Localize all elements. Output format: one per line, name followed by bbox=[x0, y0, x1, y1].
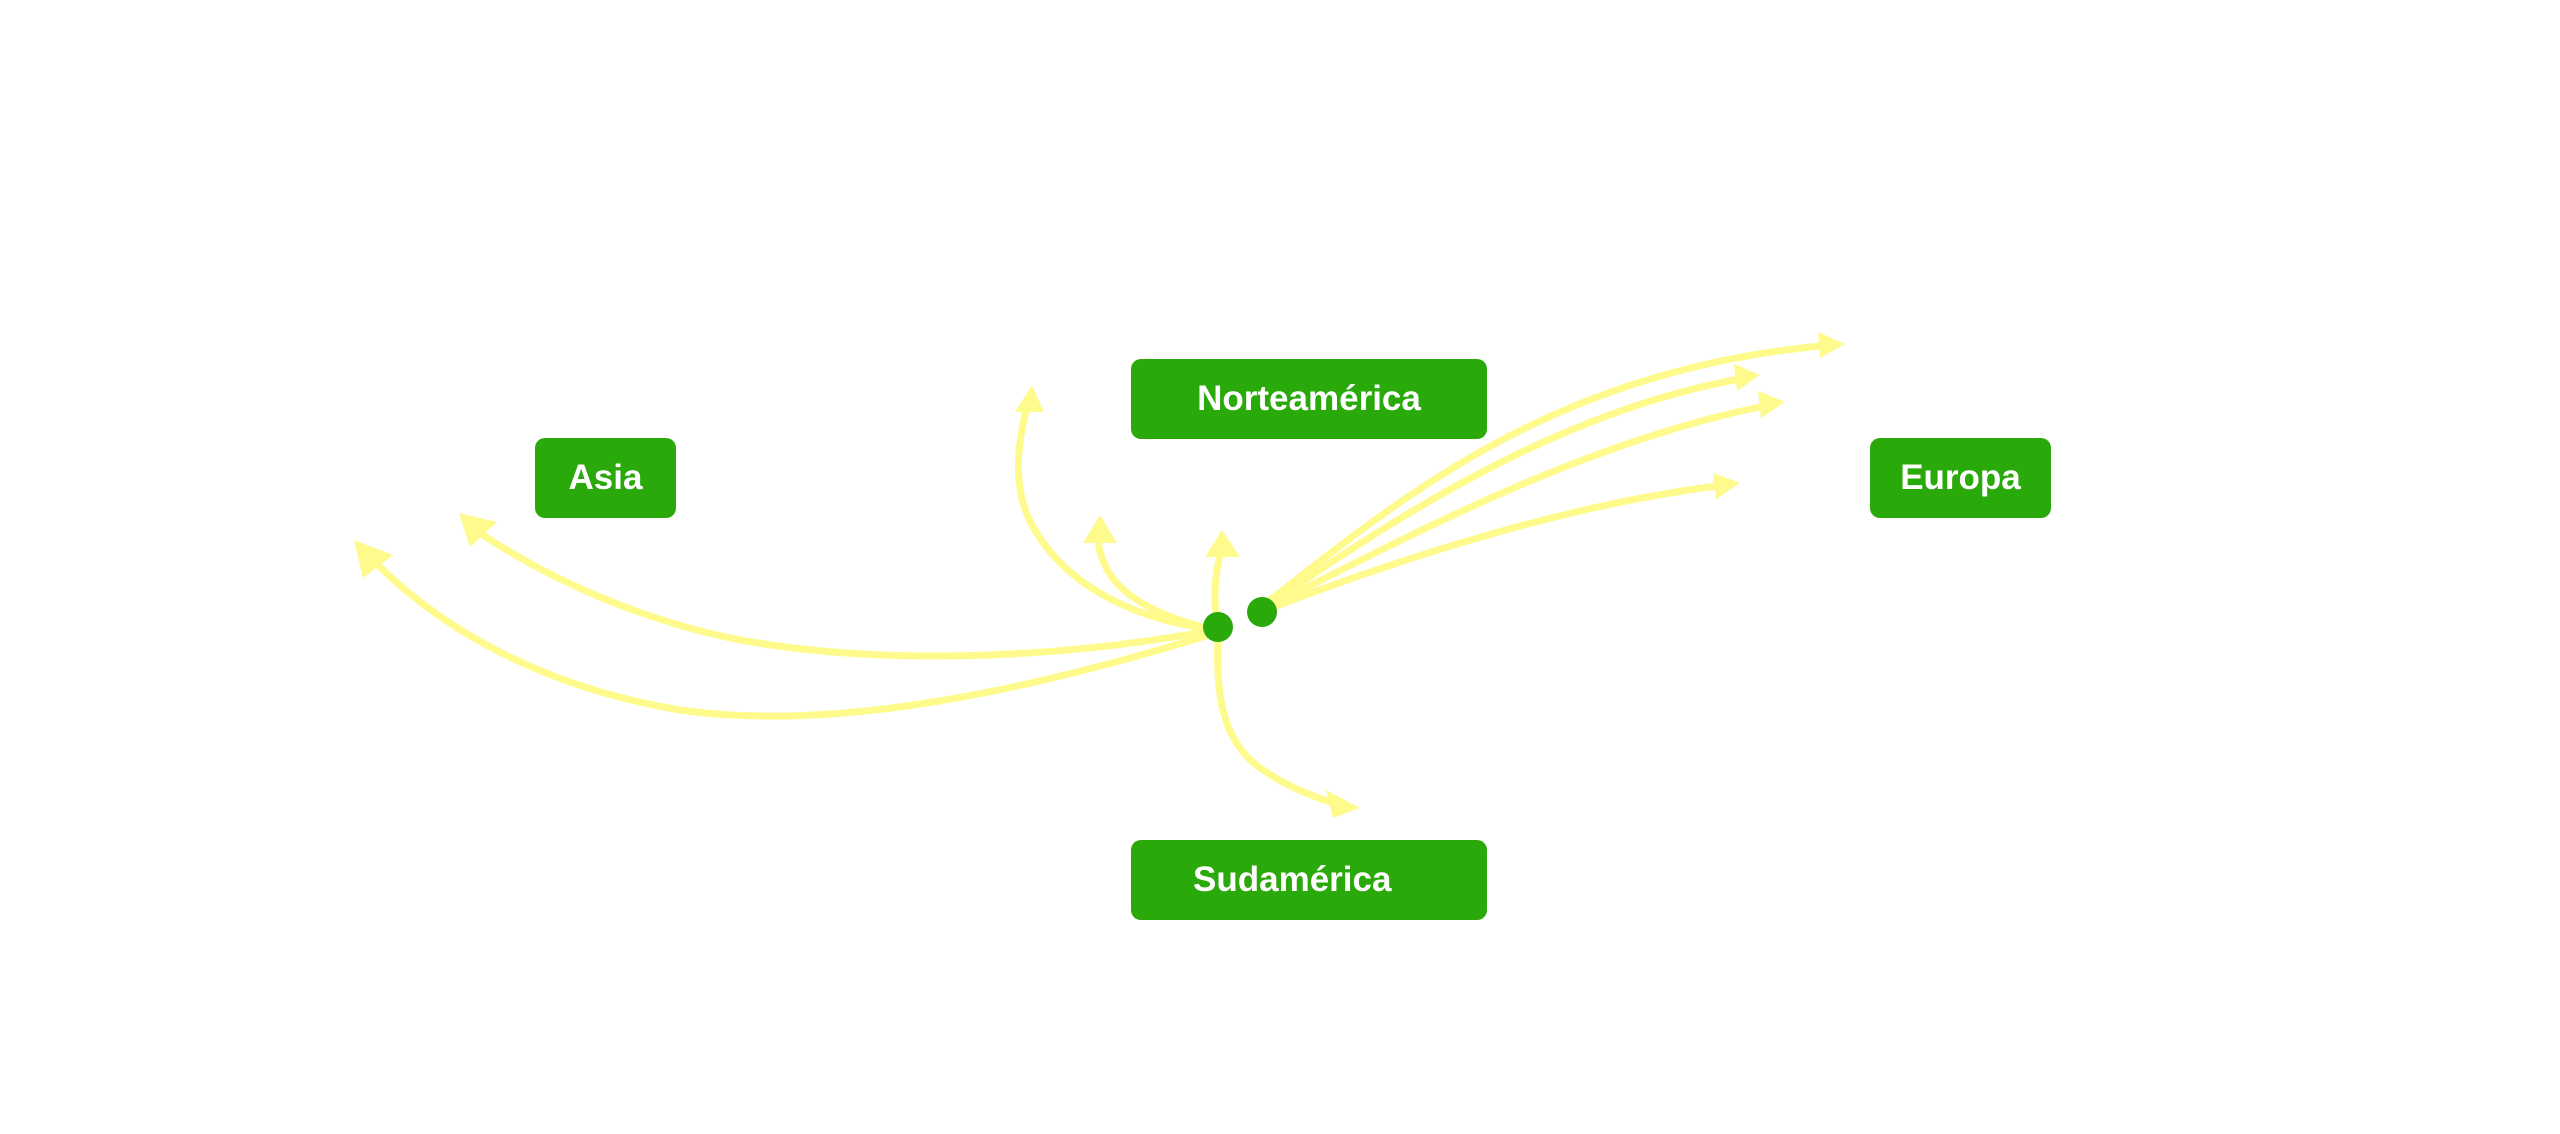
arrowhead-europa-2 bbox=[1734, 364, 1760, 391]
flow-arrow-to-asia-upper bbox=[471, 526, 1219, 660]
origin-node-right bbox=[1247, 597, 1277, 627]
origin-node-left bbox=[1203, 612, 1233, 642]
flow-arrow-up-left-tall bbox=[1014, 399, 1219, 634]
flow-arrow-to-europa-2 bbox=[1268, 374, 1749, 606]
arrowhead-up-left-tall bbox=[1015, 385, 1044, 412]
origin-nodes bbox=[1203, 597, 1277, 642]
flow-arrow-to-europa-1 bbox=[1266, 341, 1834, 604]
flow-arrow-to-asia-lower bbox=[366, 553, 1219, 720]
arrowhead-europa-1 bbox=[1818, 332, 1845, 358]
arrow-heads bbox=[354, 332, 1845, 818]
arrowhead-up-left-short bbox=[1083, 515, 1117, 543]
arrowhead-asia-lower bbox=[354, 540, 393, 578]
flow-arrow-to-europa-3 bbox=[1270, 401, 1774, 608]
flow-arrow-to-europa-4 bbox=[1272, 481, 1729, 610]
flow-arrow-to-sudamerica bbox=[1214, 633, 1344, 808]
region-label-asia: Asia bbox=[535, 438, 676, 518]
arrowhead-europa-3 bbox=[1758, 391, 1785, 418]
region-label-europa: Europa bbox=[1870, 438, 2051, 518]
arrowhead-asia-upper bbox=[459, 513, 497, 547]
region-label-norteamerica: Norteamérica bbox=[1131, 359, 1487, 439]
arrowhead-sudamerica bbox=[1326, 790, 1360, 818]
arrowhead-europa-4 bbox=[1713, 473, 1740, 499]
region-label-sudamerica: Sudamérica bbox=[1131, 840, 1487, 920]
flow-arrows bbox=[366, 341, 1834, 808]
arrowhead-up-center bbox=[1205, 530, 1240, 557]
